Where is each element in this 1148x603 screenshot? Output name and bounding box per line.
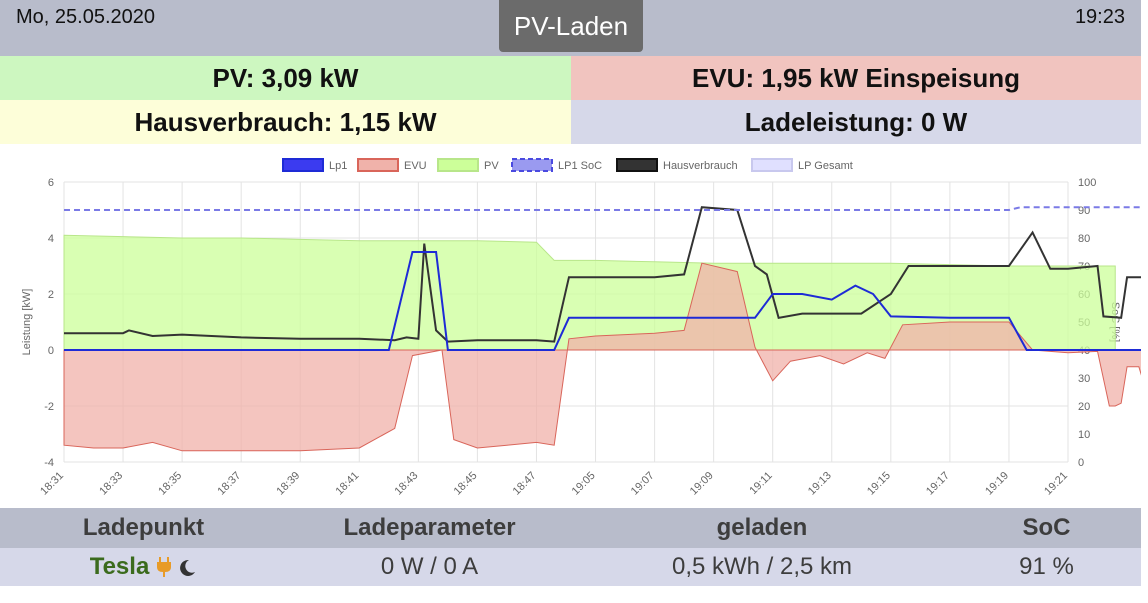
legend-label: Hausverbrauch (663, 160, 738, 172)
x-tick-label: 19:11 (747, 470, 774, 497)
x-tick-label: 18:35 (156, 470, 184, 498)
geladen-value: 0,5 kWh / 2,5 km (671, 553, 853, 580)
legend-label: PV (484, 160, 499, 172)
series-soc-line (64, 206, 1141, 211)
legend-swatch (751, 158, 793, 172)
y-tick-left: 4 (48, 233, 54, 245)
x-tick-label: 18:31 (38, 470, 66, 498)
x-tick-label: 19:07 (629, 470, 657, 498)
header-ladepunkt: Ladepunkt (82, 514, 205, 541)
series-pv-area (63, 234, 1116, 351)
legend-swatch (357, 158, 399, 172)
ladeparameter-value: 0 W / 0 A (380, 553, 479, 580)
x-tick-label: 19:05 (570, 470, 598, 498)
y-tick-left: 6 (48, 177, 54, 189)
moon-icon (177, 557, 197, 577)
legend-label: LP1 SoC (558, 160, 602, 172)
x-tick-label: 19:21 (1042, 470, 1070, 498)
ladepunkt-name[interactable]: Tesla (89, 553, 150, 580)
legend-swatch (437, 158, 479, 172)
x-tick-label: 18:43 (393, 470, 421, 498)
legend-label: EVU (404, 160, 427, 172)
legend-swatch (616, 158, 658, 172)
ladepunkt-table-header: Ladepunkt Ladeparameter geladen SoC (0, 508, 1141, 548)
legend-swatch (282, 158, 324, 172)
header-time: 19:23 (1074, 6, 1125, 28)
y-axis-label-left: Leistung [kW] (21, 289, 33, 356)
title-button[interactable]: PV-Laden (499, 0, 643, 52)
series-hausverbrauch-line (64, 206, 1141, 343)
legend-swatch (511, 158, 553, 172)
x-tick-label: 18:39 (274, 470, 302, 498)
power-chart: 6420-2-4100908070605040302010018:3118:33… (0, 150, 1141, 506)
x-tick-label: 19:19 (983, 470, 1011, 498)
ladeleistung-tile: Ladeleistung: 0 W (571, 100, 1141, 144)
evu-tile: EVU: 1,95 kW Einspeisung (571, 56, 1141, 100)
x-tick-label: 19:15 (865, 470, 893, 498)
x-tick-label: 19:17 (924, 470, 952, 498)
power-chart-svg: 6420-2-4100908070605040302010018:3118:33… (21, 158, 1141, 498)
y-tick-right: 80 (1078, 233, 1090, 245)
y-tick-right: 10 (1078, 429, 1090, 441)
x-tick-label: 19:13 (806, 470, 834, 498)
pv-tile: PV: 3,09 kW (0, 56, 571, 100)
legend-label: LP Gesamt (798, 160, 853, 172)
series-lp1-line (64, 251, 1141, 351)
header-geladen: geladen (716, 514, 808, 541)
y-tick-right: 30 (1078, 373, 1090, 385)
x-tick-label: 18:47 (511, 470, 539, 498)
y-tick-right: 100 (1078, 177, 1096, 189)
y-tick-left: -2 (44, 401, 54, 413)
y-tick-right: 0 (1078, 457, 1084, 469)
legend-label: Lp1 (329, 160, 347, 172)
header-date: Mo, 25.05.2020 (16, 6, 155, 28)
plug-icon (155, 556, 173, 578)
series-evu-area (63, 262, 1141, 452)
x-tick-label: 19:09 (688, 470, 716, 498)
ladepunkt-row[interactable]: Tesla 0 W / 0 A 0,5 kWh / 2,5 km 91 % (0, 548, 1141, 586)
y-tick-left: -4 (44, 457, 54, 469)
y-tick-left: 0 (48, 345, 54, 357)
header-soc: SoC (1022, 514, 1071, 541)
x-tick-label: 18:41 (333, 470, 361, 498)
x-tick-label: 18:45 (452, 470, 480, 498)
x-tick-label: 18:37 (215, 470, 243, 498)
ladepunkt-cell[interactable]: Tesla (0, 548, 287, 586)
x-tick-label: 18:33 (97, 470, 125, 498)
y-tick-left: 2 (48, 289, 54, 301)
header-ladeparameter: Ladeparameter (343, 514, 516, 541)
hausverbrauch-tile: Hausverbrauch: 1,15 kW (0, 100, 571, 144)
y-tick-right: 20 (1078, 401, 1090, 413)
soc-value: 91 % (1019, 553, 1074, 580)
header-bar: Mo, 25.05.2020 PV-Laden 19:23 (0, 0, 1141, 56)
